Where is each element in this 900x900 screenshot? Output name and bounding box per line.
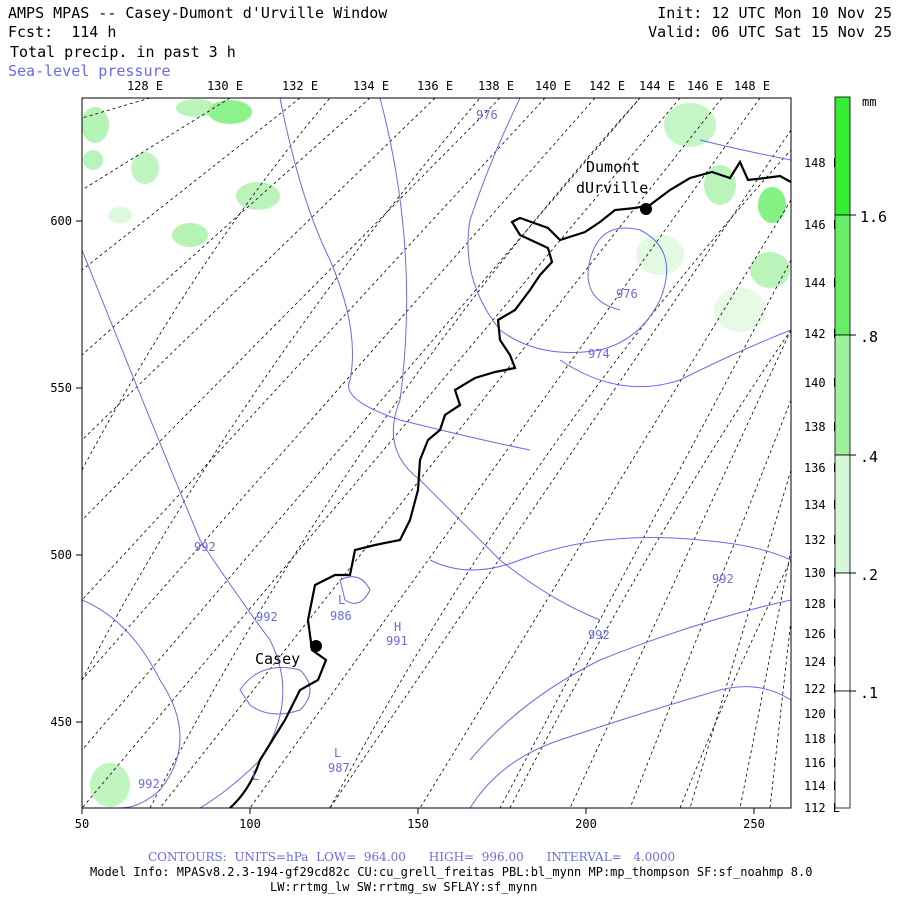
colorbar-swatch — [834, 96, 851, 216]
precip-shading — [82, 99, 790, 807]
lon-label: 148 E — [734, 79, 770, 93]
isobar-label: 976 — [616, 287, 638, 301]
lon-label: 128 E — [804, 597, 840, 611]
map-plot-area — [82, 98, 791, 808]
model-info-2: LW:rrtmg_lw SW:rrtmg_sw SFLAY:sf_mynn — [270, 880, 538, 894]
x-tick-150: 150 — [407, 817, 429, 831]
map-title: AMPS MPAS -- Casey-Dumont d'Urville Wind… — [8, 4, 388, 22]
isobar-label: 992 — [712, 572, 734, 586]
colorbar-swatch — [834, 334, 851, 456]
field-name: Total precip. in past 3 h — [10, 43, 236, 61]
lon-label: 132 E — [282, 79, 318, 93]
y-tick-550: 550 — [50, 381, 72, 395]
forecast-hour: Fcst: 114 h — [8, 23, 117, 41]
lon-label: 120 E — [804, 707, 840, 721]
y-tick-600: 600 — [50, 214, 72, 228]
station-label-dumont: Dumont — [586, 158, 640, 176]
coastline — [229, 159, 791, 808]
colorbar-swatch — [834, 690, 851, 809]
lon-label: 134 E — [353, 79, 389, 93]
colorbar-label: .2 — [860, 566, 878, 584]
x-tick-200: 200 — [575, 817, 597, 831]
isobar-label: 992 — [194, 540, 216, 554]
isobars — [82, 98, 791, 808]
isobar-label: 992 — [588, 628, 610, 642]
lon-label: 116 E — [804, 756, 840, 770]
lon-label: 122 E — [804, 682, 840, 696]
isobar-label: 987 — [328, 761, 350, 775]
lon-label: 136 E — [417, 79, 453, 93]
overlay-name: Sea-level pressure — [8, 62, 171, 80]
y-tick-500: 500 — [50, 548, 72, 562]
colorbar-label: 1.6 — [860, 208, 887, 226]
lon-label: 148 E — [804, 156, 840, 170]
isobar-label: 976 — [476, 108, 498, 122]
lon-label: 136 E — [804, 461, 840, 475]
isobar-label: 986 — [330, 609, 352, 623]
x-tick-100: 100 — [239, 817, 261, 831]
lon-label: 146 E — [804, 218, 840, 232]
axis-ticks — [76, 220, 755, 814]
lon-label: 134 E — [804, 498, 840, 512]
lon-label: 144 E — [804, 276, 840, 290]
colorbar-swatch — [834, 572, 851, 692]
colorbar: mm 1.6 .8 .4 .2 .1 — [834, 95, 887, 809]
station-dot-dumont[interactable] — [640, 203, 652, 215]
init-time: Init: 12 UTC Mon 10 Nov 25 — [657, 4, 892, 22]
lon-label: 114 E — [804, 779, 840, 793]
isobar-labels: 976 976 974 992 992 992 992 992 986 987 … — [138, 108, 734, 791]
x-tick-250: 250 — [743, 817, 765, 831]
lon-label: 118 E — [804, 732, 840, 746]
right-longitude-labels: 148 E 146 E 144 E 142 E 140 E 138 E 136 … — [804, 156, 840, 815]
valid-time: Valid: 06 UTC Sat 15 Nov 25 — [648, 23, 892, 41]
station-dot-casey[interactable] — [310, 640, 322, 652]
lon-label: 142 E — [804, 327, 840, 341]
high-marker: H — [394, 620, 401, 634]
lon-label: 126 E — [804, 627, 840, 641]
lon-label: 138 E — [478, 79, 514, 93]
colorbar-unit: mm — [862, 95, 876, 109]
lon-label: 140 E — [535, 79, 571, 93]
y-tick-450: 450 — [50, 715, 72, 729]
colorbar-label: .4 — [860, 448, 878, 466]
top-longitude-labels: 128 E 130 E 132 E 134 E 136 E 138 E 140 … — [127, 79, 770, 93]
colorbar-label: .1 — [860, 684, 878, 702]
colorbar-label: .8 — [860, 328, 878, 346]
contour-info: CONTOURS: UNITS=hPa LOW= 964.00 HIGH= 99… — [148, 850, 676, 864]
lon-label: 130 E — [804, 566, 840, 580]
isobar-label: 992 — [138, 777, 160, 791]
isobar-label: 992 — [256, 610, 278, 624]
low-marker: L — [334, 746, 341, 760]
plot-frame — [81, 97, 792, 809]
x-tick-50: 50 — [75, 817, 89, 831]
lon-label: 146 E — [687, 79, 723, 93]
lon-label: 124 E — [804, 655, 840, 669]
lon-label: 130 E — [207, 79, 243, 93]
lon-label: 112 E — [804, 801, 840, 815]
colorbar-swatch — [834, 454, 851, 574]
longitude-lines — [82, 98, 791, 808]
station-label-casey: Casey — [255, 650, 300, 668]
lon-label: 132 E — [804, 533, 840, 547]
latitude-lines — [82, 98, 791, 808]
lon-label: 142 E — [589, 79, 625, 93]
model-info: Model Info: MPASv8.2.3-194-gf29cd82c CU:… — [90, 865, 813, 879]
low-marker: L — [252, 769, 259, 783]
isobar-label: 974 — [588, 347, 610, 361]
station-label-durville: dUrville — [576, 179, 648, 197]
lon-label: 138 E — [804, 420, 840, 434]
low-marker: L — [338, 593, 345, 607]
isobar-label: 991 — [386, 634, 408, 648]
lon-label: 128 E — [127, 79, 163, 93]
lon-label: 144 E — [639, 79, 675, 93]
lon-label: 140 E — [804, 376, 840, 390]
colorbar-swatch — [834, 214, 851, 336]
